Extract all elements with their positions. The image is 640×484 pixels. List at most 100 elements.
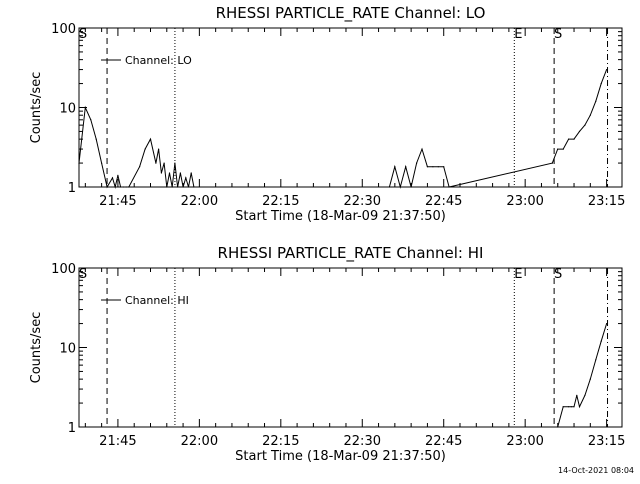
legend-label: Channel: HI <box>125 294 189 307</box>
data-point <box>578 406 581 408</box>
data-point <box>600 83 602 85</box>
event-marker-label: E <box>514 267 522 282</box>
y-tick-label: 1 <box>68 421 76 436</box>
data-point <box>570 406 572 408</box>
y-axis-label: Counts/sec <box>29 312 44 384</box>
data-point <box>443 166 445 168</box>
data-point <box>84 106 86 109</box>
x-tick-label: 23:00 <box>506 194 543 209</box>
data-point <box>163 162 165 164</box>
data-point <box>144 148 146 150</box>
x-axis-label: Start Time (18-Mar-09 21:37:50) <box>235 449 446 464</box>
y-tick-label: 10 <box>59 102 76 117</box>
data-point <box>584 394 586 396</box>
data-point <box>95 138 97 140</box>
data-point <box>595 359 597 361</box>
data-point <box>606 323 608 325</box>
data-point <box>168 172 171 174</box>
data-point <box>179 172 181 174</box>
data-point <box>114 186 116 188</box>
data-point <box>600 340 602 342</box>
data-point <box>182 186 184 188</box>
data-point <box>193 186 195 188</box>
event-marker-label: E <box>514 27 522 42</box>
series-line <box>557 323 608 428</box>
data-point <box>394 166 396 168</box>
x-tick-label: 22:15 <box>262 194 299 209</box>
data-point <box>149 138 152 140</box>
x-tick-label: 23:15 <box>588 194 625 209</box>
data-point <box>111 177 114 179</box>
x-tick-label: 22:45 <box>425 194 462 209</box>
y-tick-label: 100 <box>51 262 76 277</box>
data-point <box>158 148 160 150</box>
data-point <box>416 162 418 164</box>
data-point <box>568 138 570 140</box>
x-tick-label: 21:45 <box>99 194 136 209</box>
data-point <box>584 124 586 126</box>
plot-frame <box>78 267 623 428</box>
data-point <box>576 394 578 396</box>
data-point <box>573 138 575 140</box>
data-point <box>562 148 564 150</box>
x-tick-label: 22:30 <box>344 434 381 449</box>
data-point <box>185 177 187 179</box>
data-point <box>388 186 390 188</box>
data-point <box>120 186 122 188</box>
chart-panel-1: RHESSI PARTICLE_RATE Channel: LO 1 10 100 21… <box>29 4 625 224</box>
data-point <box>399 186 401 188</box>
data-point <box>122 186 124 188</box>
data-point <box>125 186 127 188</box>
data-point <box>551 162 553 164</box>
x-tick-label: 23:15 <box>588 434 625 449</box>
x-axis-label: Start Time (18-Mar-09 21:37:50) <box>235 209 446 224</box>
plot-timestamp: 14-Oct-2021 08:04 <box>558 466 634 475</box>
data-point <box>101 162 103 164</box>
data-point <box>106 186 108 188</box>
data-point <box>166 186 168 188</box>
x-tick-label: 22:15 <box>262 434 299 449</box>
data-point <box>589 114 591 116</box>
data-point <box>448 186 450 188</box>
data-point <box>421 148 423 150</box>
data-point <box>410 186 412 188</box>
data-point <box>606 69 608 71</box>
data-point <box>187 186 190 188</box>
x-tick-label: 22:00 <box>181 194 218 209</box>
event-marker-label: S <box>554 267 562 282</box>
event-marker-label: S <box>79 267 87 282</box>
data-point <box>557 426 559 428</box>
series-line <box>78 69 608 189</box>
data-point <box>177 186 179 188</box>
x-tick-label: 23:00 <box>506 434 543 449</box>
data-point <box>589 378 591 380</box>
data-point <box>595 100 597 102</box>
data-point <box>160 172 162 174</box>
data-point <box>405 166 407 168</box>
data-point <box>578 130 581 132</box>
data-point <box>128 186 130 188</box>
data-point <box>171 186 173 188</box>
data-point <box>437 166 439 168</box>
data-point <box>78 162 80 164</box>
data-point <box>155 162 157 164</box>
data-point <box>557 148 559 150</box>
chart-title: RHESSI PARTICLE_RATE Channel: LO <box>216 4 486 23</box>
data-point <box>432 166 434 168</box>
y-tick-label: 1 <box>68 181 76 196</box>
event-marker-label: S <box>79 27 87 42</box>
chart-panel-2: RHESSI PARTICLE_RATE Channel: HI 1 10 100 21… <box>29 244 625 464</box>
data-point <box>562 406 564 408</box>
data-point <box>139 166 141 168</box>
data-point <box>426 166 428 168</box>
event-marker-label: S <box>554 27 562 42</box>
x-tick-label: 21:45 <box>99 434 136 449</box>
data-point <box>90 119 92 121</box>
y-tick-label: 10 <box>59 342 76 357</box>
x-tick-label: 22:00 <box>181 434 218 449</box>
y-tick-label: 100 <box>51 22 76 37</box>
data-point <box>190 172 192 174</box>
x-tick-label: 22:45 <box>425 434 462 449</box>
